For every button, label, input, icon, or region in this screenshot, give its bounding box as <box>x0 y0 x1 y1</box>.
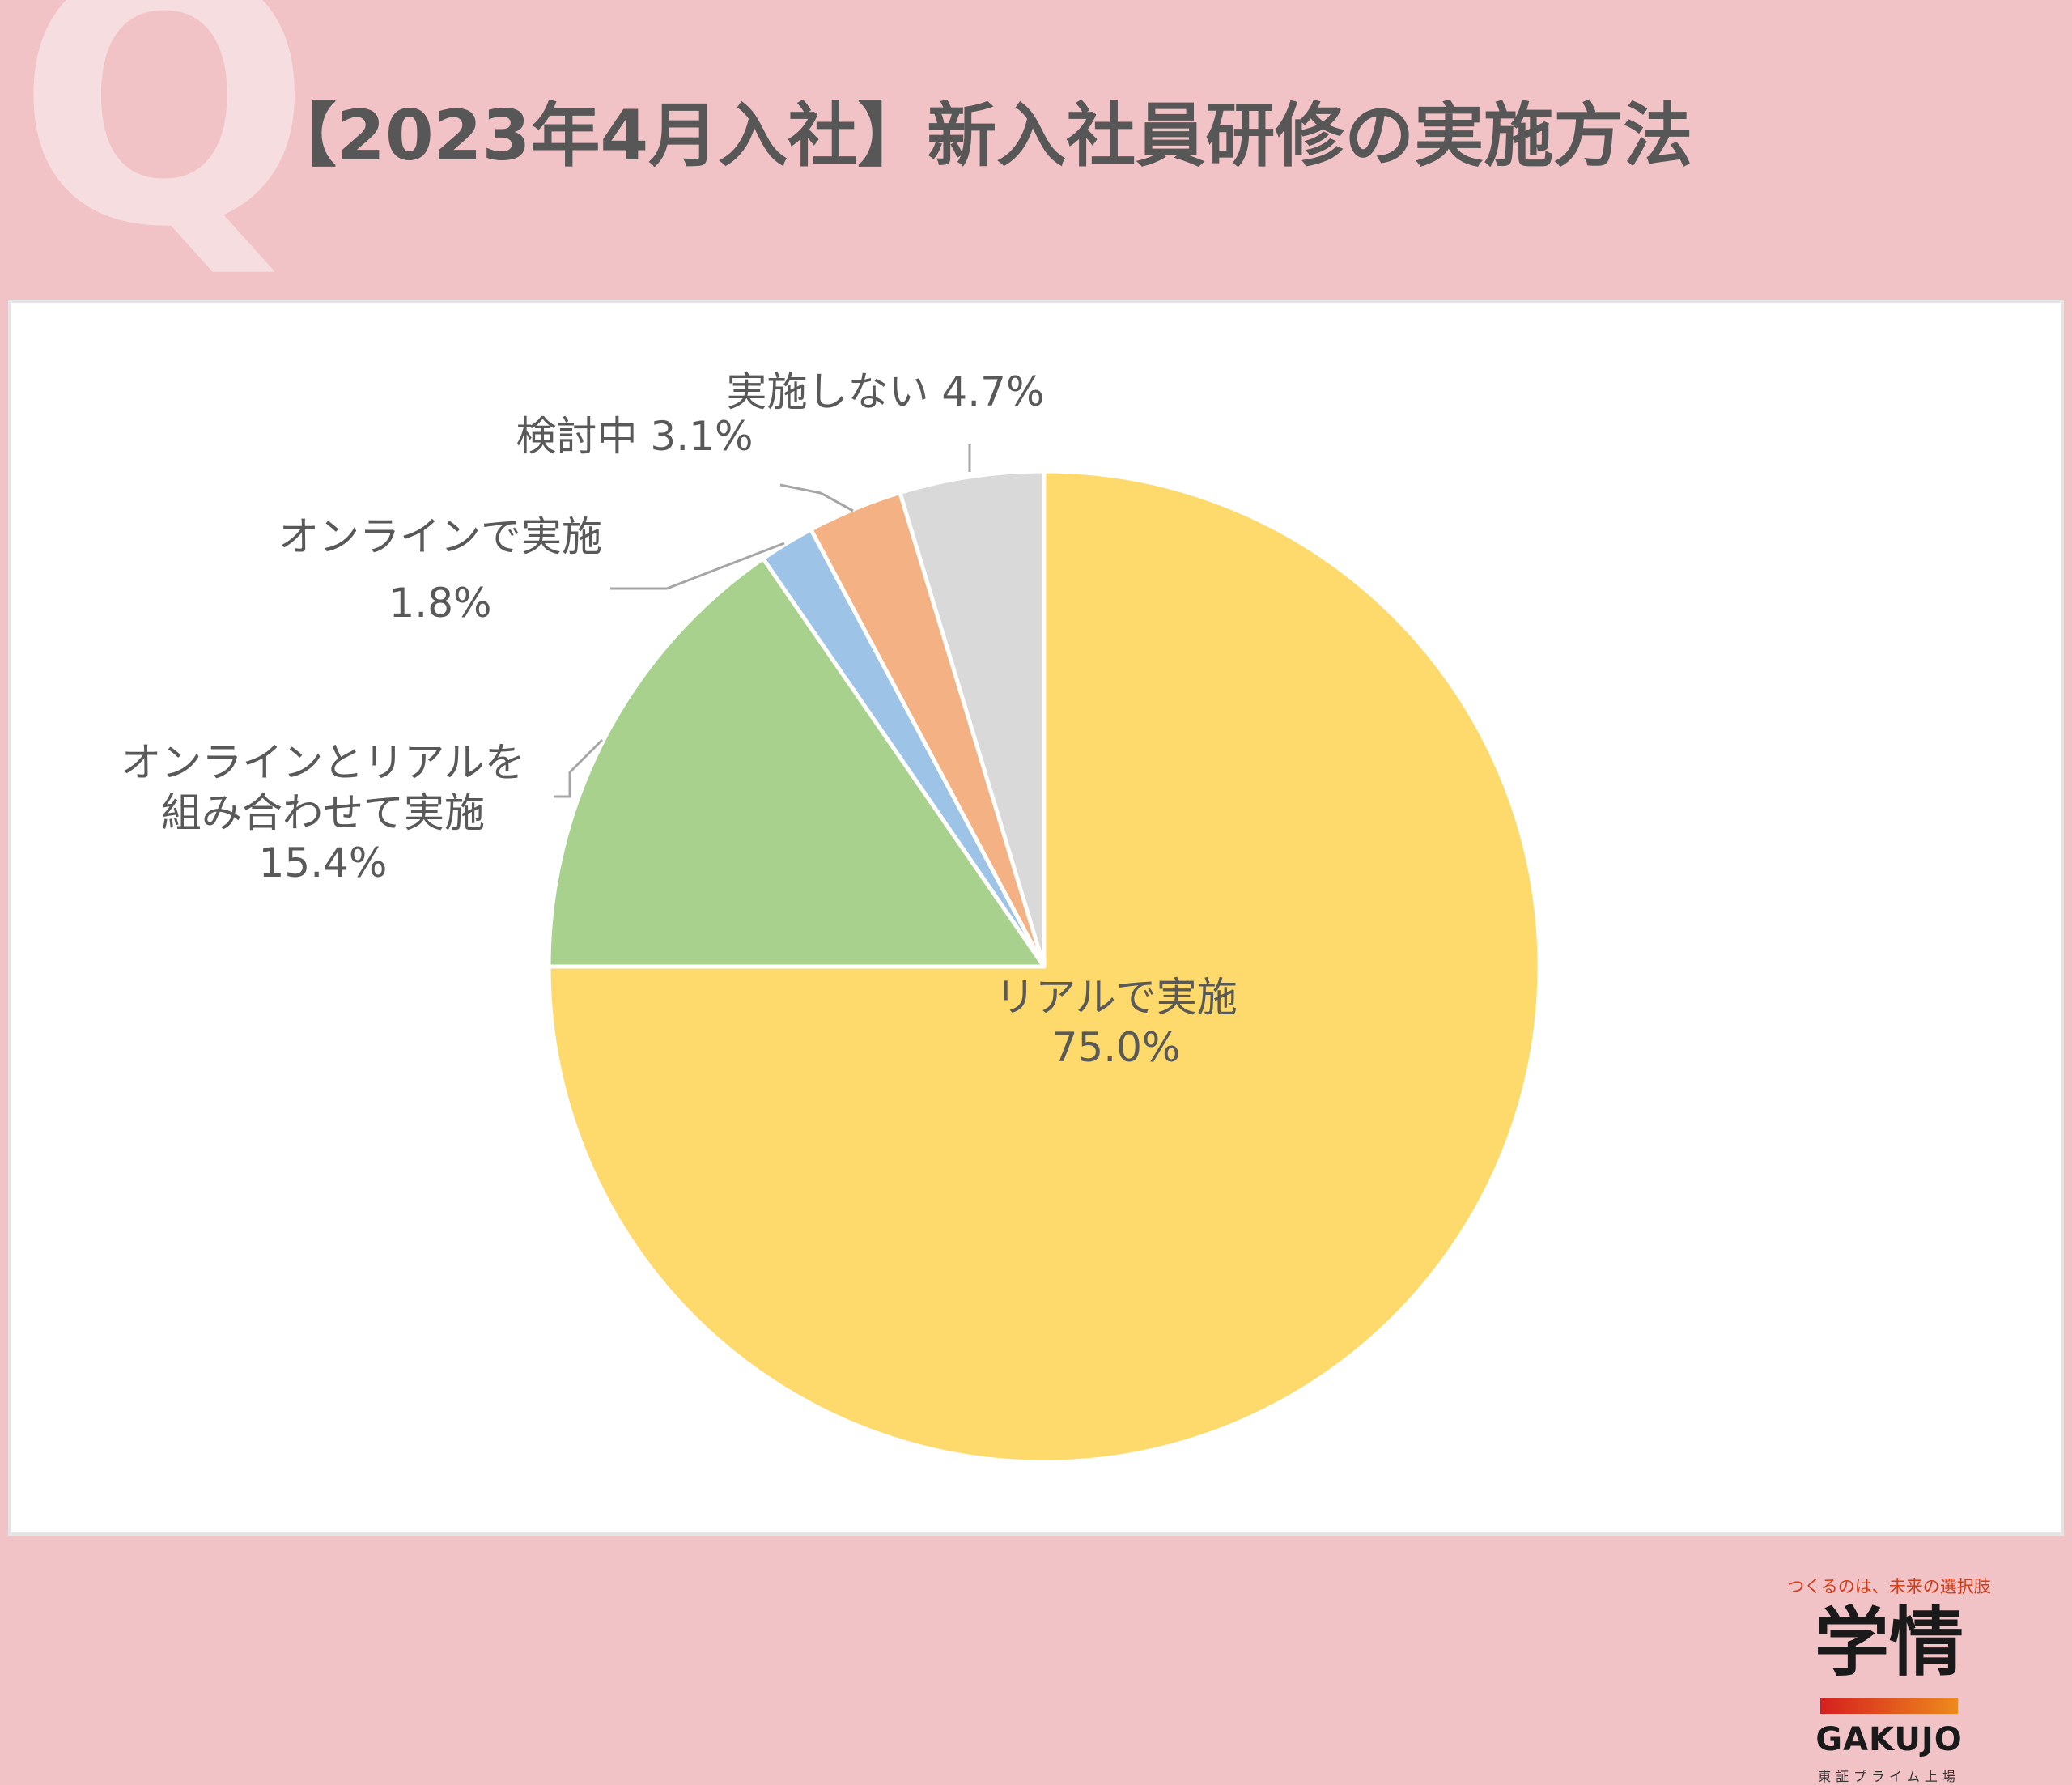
slice-label: オンラインで実施 1.8% <box>278 513 602 627</box>
pie-slice <box>898 469 1047 969</box>
pie-slice <box>546 556 1047 969</box>
slice-label-line: 15.4% <box>259 839 388 886</box>
slice-label: リアルで実施 75.0% <box>995 974 1238 1071</box>
brand-name: GAKUJO <box>1815 1721 1963 1758</box>
q-letter-decoration: Q <box>16 0 312 304</box>
pie-slice <box>546 469 1542 1464</box>
pie-chart: リアルで実施 75.0% オンラインとリアルを組み合わせて実施 15.4% オンラインで… <box>121 368 1542 1464</box>
brand-tagline: つくるのは、未来の選択肢 <box>1787 1577 1991 1596</box>
page-title: 【2023年4月入社】新入社員研修の実施方法 <box>267 96 1693 176</box>
leader-line <box>554 738 604 798</box>
brand-subtitle: 東証プライム上場 <box>1818 1769 1960 1784</box>
header-banner: Q 【2023年4月入社】新入社員研修の実施方法 <box>0 0 2072 300</box>
slice-label: 実施しない 4.7% <box>727 368 1045 415</box>
chart-panel: リアルで実施 75.0% オンラインとリアルを組み合わせて実施 15.4% オンラインで… <box>8 300 2064 1784</box>
gakujo-brand-logo: つくるのは、未来の選択肢 学情 GAKUJO 東証プライム上場 <box>1784 1574 1994 1784</box>
slice-label-line: 75.0% <box>1052 1024 1181 1071</box>
leader-line <box>779 483 854 512</box>
slice-label-line: 1.8% <box>388 580 491 627</box>
slice-label-line: 組み合わせて実施 <box>161 789 485 836</box>
slice-label-line: 検討中 3.1% <box>516 413 754 460</box>
leader-line <box>610 542 785 590</box>
slice-label-line: オンラインとリアルを <box>121 739 525 786</box>
slice-label-line: 実施しない 4.7% <box>727 368 1045 415</box>
slice-label-line: オンラインで実施 <box>278 513 602 560</box>
brand-logo-text: 学情 <box>1814 1600 1964 1686</box>
slice-label-line: リアルで実施 <box>995 974 1238 1021</box>
slice-label: 検討中 3.1% <box>516 413 754 460</box>
brand-gradient-bar <box>1820 1698 1958 1714</box>
slice-label: オンラインとリアルを組み合わせて実施 15.4% <box>121 739 525 886</box>
